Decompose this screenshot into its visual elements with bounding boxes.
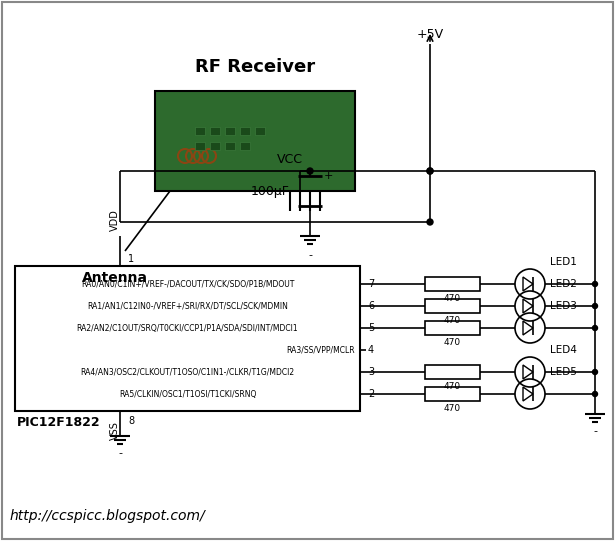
Circle shape xyxy=(307,168,313,174)
Bar xyxy=(425,277,480,291)
Circle shape xyxy=(592,370,598,374)
Text: http://ccspicc.blogspot.com/: http://ccspicc.blogspot.com/ xyxy=(10,509,205,523)
Text: RF Receiver: RF Receiver xyxy=(195,58,315,76)
Bar xyxy=(195,142,205,150)
Text: RA0/AN0/C1IN+/VREF-/DACOUT/TX/CK/SDO/P1B/MDOUT: RA0/AN0/C1IN+/VREF-/DACOUT/TX/CK/SDO/P1B… xyxy=(81,280,294,288)
Text: RA5/CLKIN/OSC1/T1OSI/T1CKI/SRNQ: RA5/CLKIN/OSC1/T1OSI/T1CKI/SRNQ xyxy=(119,390,256,399)
Text: -: - xyxy=(308,250,312,260)
Circle shape xyxy=(427,168,433,174)
Bar xyxy=(240,142,250,150)
Text: 100μF: 100μF xyxy=(251,184,290,197)
Text: -: - xyxy=(118,448,122,458)
Text: VCC: VCC xyxy=(277,153,303,166)
Text: LED2: LED2 xyxy=(550,279,577,289)
Bar xyxy=(240,127,250,135)
Text: Antenna: Antenna xyxy=(82,271,148,285)
Text: 3: 3 xyxy=(368,367,374,377)
Circle shape xyxy=(592,304,598,308)
Text: LED3: LED3 xyxy=(550,301,577,311)
Text: 5: 5 xyxy=(368,323,375,333)
Text: 2: 2 xyxy=(368,389,375,399)
Text: RA3/SS/VPP/MCLR: RA3/SS/VPP/MCLR xyxy=(287,346,355,354)
Text: PIC12F1822: PIC12F1822 xyxy=(17,416,101,429)
FancyBboxPatch shape xyxy=(155,91,355,191)
Text: RA1/AN1/C12IN0-/VREF+/SRI/RX/DT/SCL/SCK/MDMIN: RA1/AN1/C12IN0-/VREF+/SRI/RX/DT/SCL/SCK/… xyxy=(87,301,288,311)
Circle shape xyxy=(592,326,598,331)
Text: +5V: +5V xyxy=(416,28,443,41)
Circle shape xyxy=(592,281,598,287)
Text: 6: 6 xyxy=(368,301,374,311)
Bar xyxy=(225,127,235,135)
Text: 7: 7 xyxy=(368,279,375,289)
Circle shape xyxy=(427,168,433,174)
Text: VSS: VSS xyxy=(110,421,120,440)
Bar xyxy=(425,299,480,313)
Text: 470: 470 xyxy=(444,316,461,325)
Bar xyxy=(255,127,265,135)
Text: 8: 8 xyxy=(128,416,134,426)
Bar xyxy=(210,127,220,135)
Bar xyxy=(15,266,360,411)
Bar xyxy=(195,127,205,135)
Text: 470: 470 xyxy=(444,294,461,303)
Text: RA4/AN3/OSC2/CLKOUT/T1OSO/C1IN1-/CLKR/T1G/MDCI2: RA4/AN3/OSC2/CLKOUT/T1OSO/C1IN1-/CLKR/T1… xyxy=(81,367,295,377)
Text: 470: 470 xyxy=(444,382,461,391)
Bar xyxy=(425,387,480,401)
Text: 470: 470 xyxy=(444,338,461,347)
Text: LED1: LED1 xyxy=(550,257,577,267)
Text: 470: 470 xyxy=(444,404,461,413)
Text: RA2/AN2/C1OUT/SRQ/T0CKI/CCP1/P1A/SDA/SDI/INT/MDCI1: RA2/AN2/C1OUT/SRQ/T0CKI/CCP1/P1A/SDA/SDI… xyxy=(77,324,298,333)
Bar xyxy=(225,142,235,150)
Text: LED5: LED5 xyxy=(550,367,577,377)
Bar xyxy=(425,365,480,379)
Bar xyxy=(210,142,220,150)
Text: +: + xyxy=(324,171,333,181)
Circle shape xyxy=(427,219,433,225)
Text: 4: 4 xyxy=(368,345,374,355)
Text: -: - xyxy=(593,426,597,436)
Bar xyxy=(425,321,480,335)
Text: 1: 1 xyxy=(128,254,134,264)
Text: LED4: LED4 xyxy=(550,345,577,355)
Text: VDD: VDD xyxy=(110,209,120,231)
Circle shape xyxy=(592,392,598,397)
